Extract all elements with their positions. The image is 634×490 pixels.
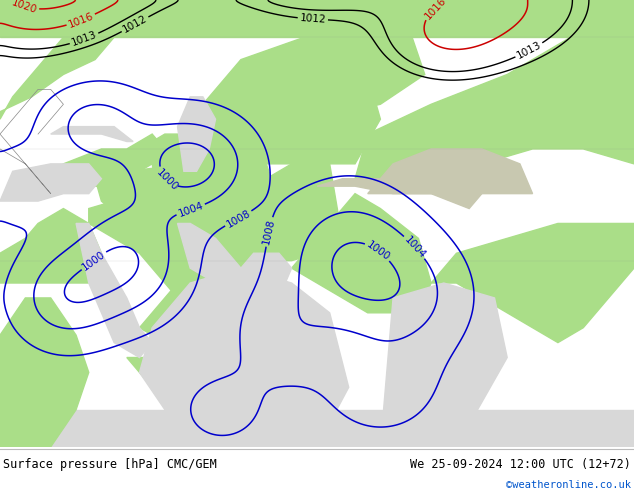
- Text: 1013: 1013: [515, 40, 543, 61]
- Polygon shape: [190, 60, 380, 164]
- Polygon shape: [380, 283, 507, 447]
- Polygon shape: [95, 164, 285, 283]
- Polygon shape: [0, 209, 101, 283]
- Polygon shape: [89, 201, 241, 313]
- Polygon shape: [355, 37, 634, 179]
- Polygon shape: [0, 0, 634, 37]
- Polygon shape: [0, 410, 634, 447]
- Polygon shape: [114, 134, 190, 164]
- Polygon shape: [228, 253, 292, 298]
- Text: 1020: 1020: [10, 0, 38, 16]
- Text: 1004: 1004: [402, 234, 427, 260]
- Polygon shape: [292, 194, 431, 313]
- Polygon shape: [254, 164, 342, 261]
- Text: 1000: 1000: [365, 239, 392, 263]
- Text: 1008: 1008: [224, 208, 252, 229]
- Polygon shape: [152, 149, 279, 283]
- Text: 1012: 1012: [299, 13, 327, 25]
- Polygon shape: [139, 253, 254, 358]
- Polygon shape: [190, 37, 425, 119]
- Text: 1016: 1016: [67, 11, 95, 29]
- Polygon shape: [178, 223, 241, 283]
- Polygon shape: [76, 223, 152, 358]
- Text: 1012: 1012: [121, 14, 149, 35]
- Polygon shape: [368, 149, 533, 194]
- Text: We 25-09-2024 12:00 UTC (12+72): We 25-09-2024 12:00 UTC (12+72): [410, 458, 631, 470]
- Polygon shape: [178, 97, 216, 172]
- Polygon shape: [0, 298, 89, 447]
- Polygon shape: [0, 164, 101, 201]
- Text: 1000: 1000: [154, 167, 179, 193]
- Text: 1013: 1013: [70, 30, 98, 48]
- Polygon shape: [127, 358, 203, 402]
- Text: 1008: 1008: [261, 218, 276, 245]
- Polygon shape: [317, 179, 482, 209]
- Text: 1004: 1004: [177, 200, 205, 219]
- Polygon shape: [431, 223, 634, 343]
- Text: 1000: 1000: [81, 249, 107, 272]
- Polygon shape: [51, 126, 133, 142]
- Text: ©weatheronline.co.uk: ©weatheronline.co.uk: [506, 480, 631, 490]
- Polygon shape: [0, 0, 127, 119]
- Text: 1016: 1016: [423, 0, 448, 22]
- Polygon shape: [38, 134, 165, 186]
- Text: Surface pressure [hPa] CMC/GEM: Surface pressure [hPa] CMC/GEM: [3, 458, 217, 470]
- Polygon shape: [139, 268, 349, 447]
